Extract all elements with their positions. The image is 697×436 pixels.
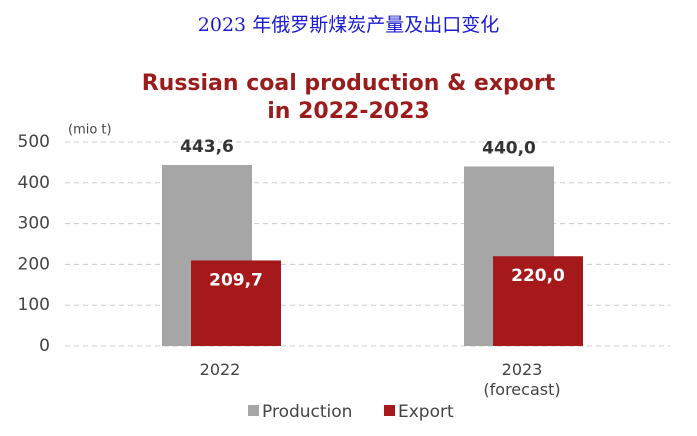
- y-tick-label: 500: [18, 132, 50, 152]
- y-tick-label: 0: [39, 336, 50, 356]
- data-label: 440,0: [482, 138, 536, 158]
- legend-swatch: [384, 405, 395, 416]
- bar: [493, 256, 583, 346]
- y-tick-label: 300: [18, 214, 50, 234]
- data-label: 220,0: [511, 266, 565, 286]
- legend-swatch: [248, 405, 259, 416]
- legend-label: Export: [398, 402, 454, 422]
- data-label: 209,7: [209, 270, 263, 290]
- y-tick-label: 100: [18, 295, 50, 315]
- y-tick-label: 200: [18, 254, 50, 274]
- x-tick-label: 2022: [199, 360, 241, 379]
- bar: [191, 260, 281, 346]
- y-tick-label: 400: [18, 173, 50, 193]
- x-tick-label: 2023 (forecast): [483, 360, 561, 399]
- legend-label: Production: [262, 402, 352, 422]
- chart-title: Russian coal production & export in 2022…: [141, 71, 556, 124]
- data-label: 443,6: [180, 137, 234, 157]
- y-axis-label: (mio t): [68, 123, 112, 138]
- page-title: 2023 年俄罗斯煤炭产量及出口变化: [197, 14, 500, 36]
